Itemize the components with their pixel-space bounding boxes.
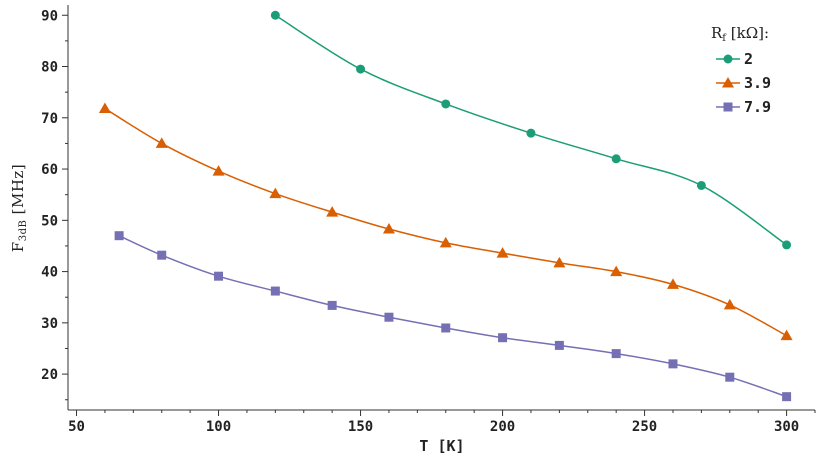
data-point [327,300,337,310]
y-tick-label: 70 [41,111,58,127]
data-point [782,240,792,250]
data-point [696,180,706,190]
data-point [155,137,168,148]
data-point [553,256,566,268]
data-point [498,333,508,343]
legend-marker [722,77,734,88]
x-axis-label: T [K] [419,437,464,455]
data-point [212,165,225,176]
data-point [723,298,736,310]
legend: Rf [kΩ]: 2 3.9 7.9 [711,24,771,116]
x-tick-label: 250 [632,419,657,435]
data-point [782,392,792,402]
data-point [611,349,621,359]
data-point [496,247,509,258]
data-point [98,102,111,114]
legend-item: 3.9 [716,74,771,92]
y-axis-label: F3dB [MHz] [9,164,29,252]
legend-marker [723,54,733,64]
x-tick-label: 150 [348,419,373,435]
data-point [441,99,451,109]
data-point [780,329,793,341]
legend-label: 3.9 [744,74,771,92]
data-point [526,128,536,138]
legend-label: 2 [744,50,753,68]
x-tick-label: 100 [206,419,231,435]
series-line [104,107,787,337]
axes: 50 100 150 200 250 300 20 30 40 50 60 70 80 90 [41,5,816,435]
y-tick-label: 80 [41,60,58,76]
data-point [270,286,280,296]
data-point [382,223,395,234]
x-tick-label: 300 [774,419,799,435]
series-2 [270,10,792,250]
data-point [214,271,224,281]
y-tick-label: 60 [41,162,58,178]
y-tick-label: 40 [41,265,58,281]
data-point [725,372,735,382]
y-tick-label: 20 [41,367,58,383]
data-point [269,187,282,199]
data-point [441,323,451,333]
x-tick-label: 50 [68,419,85,435]
data-point [157,250,167,260]
series-3.9 [98,102,793,341]
data-point [384,312,394,322]
series-layer [98,10,793,402]
y-tick-label: 50 [41,213,58,229]
data-point [270,10,280,20]
data-point [610,265,623,277]
legend-item: 7.9 [716,98,771,116]
y-tick-label: 30 [41,316,58,332]
data-point [114,231,124,241]
data-point [611,154,621,164]
data-point [554,340,564,350]
legend-item: 2 [716,50,753,68]
data-point [439,236,452,248]
legend-marker [723,102,733,112]
legend-label: 7.9 [744,98,771,116]
x-tick-label: 200 [490,419,515,435]
series-line [118,235,787,398]
legend-title: Rf [kΩ]: [711,24,769,44]
data-point [668,359,678,369]
y-tick-label: 90 [41,8,58,24]
series-7.9 [114,231,792,402]
data-point [666,278,679,289]
data-point [356,64,366,74]
data-point [326,206,339,217]
